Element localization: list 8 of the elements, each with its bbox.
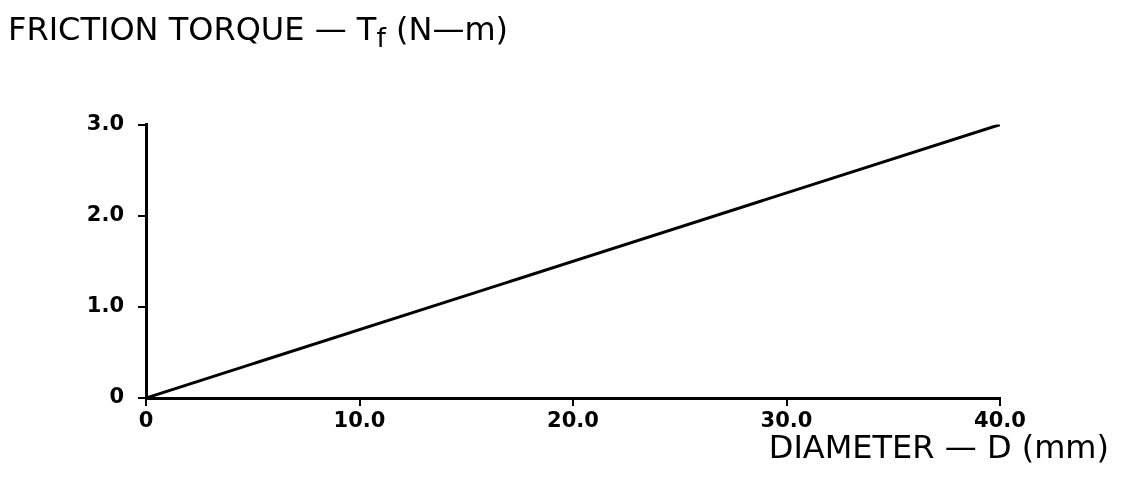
y-tick-label: 3.0: [86, 111, 124, 136]
y-tick-label: 2.0: [86, 202, 124, 227]
y-axis-title: FRICTION TORQUE — T$_{f}$ (N—m): [8, 10, 509, 54]
x-tick-label: 0: [138, 408, 154, 433]
y-tick-label: 1.0: [86, 293, 124, 318]
x-tick-label: 10.0: [333, 408, 386, 433]
x-tick-label: 20.0: [547, 408, 599, 433]
y-tick-label: 0: [109, 384, 124, 409]
